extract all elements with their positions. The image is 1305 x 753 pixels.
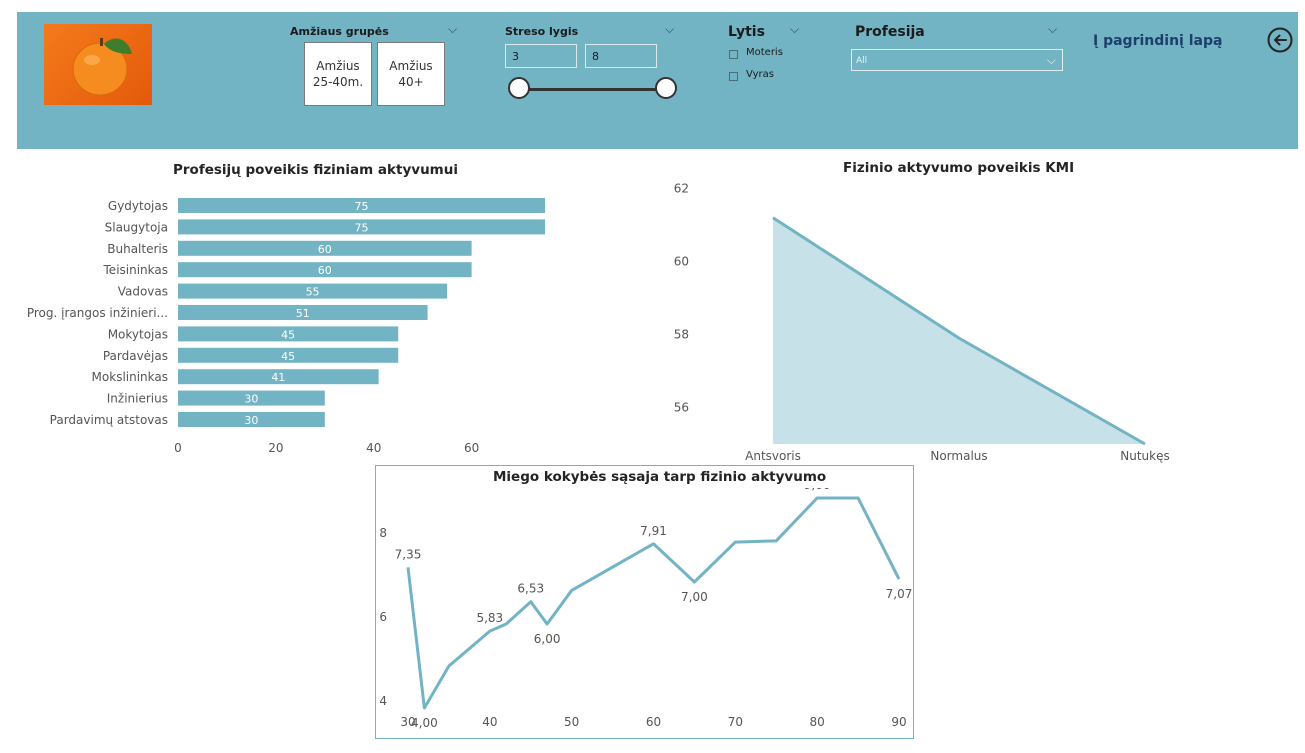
gender-moteris-checkbox[interactable] bbox=[729, 50, 738, 59]
gender-vyras-checkbox[interactable] bbox=[729, 72, 738, 81]
x-tick-label: 20 bbox=[268, 441, 283, 455]
bar-category-label: Mokytojas bbox=[108, 327, 168, 341]
y-tick-label: 58 bbox=[674, 328, 689, 342]
bar-value-label: 60 bbox=[318, 243, 332, 256]
bar-category-label: Slaugytoja bbox=[105, 220, 168, 234]
bar-value-label: 41 bbox=[271, 371, 285, 384]
bar bbox=[178, 412, 325, 427]
bar bbox=[178, 198, 545, 213]
bar-value-label: 75 bbox=[355, 200, 369, 213]
stress-slicer-title: Streso lygis bbox=[505, 25, 579, 38]
x-tick-label: 30 bbox=[400, 715, 415, 729]
x-tick-label: 80 bbox=[810, 715, 825, 729]
data-point-label: 7,00 bbox=[681, 590, 708, 604]
profession-dropdown[interactable]: All ⌵ bbox=[851, 49, 1063, 71]
x-tick-label: 40 bbox=[482, 715, 497, 729]
x-tick-label: 90 bbox=[891, 715, 906, 729]
bar-category-label: Buhalteris bbox=[107, 242, 168, 256]
profession-slicer-title: Profesija bbox=[855, 24, 925, 40]
stress-min-input[interactable]: 3 bbox=[505, 44, 577, 68]
gender-slicer-chevron-down-icon[interactable]: ⌵ bbox=[790, 22, 800, 36]
back-arrow-icon[interactable] bbox=[1267, 27, 1293, 53]
x-tick-label: 50 bbox=[564, 715, 579, 729]
bar-category-label: Prog. įrangos inžinieri... bbox=[27, 306, 168, 320]
bar bbox=[178, 390, 325, 406]
area-fill bbox=[773, 217, 1145, 444]
age-slicer-chevron-down-icon[interactable]: ⌵ bbox=[448, 22, 458, 36]
stress-max-input[interactable]: 8 bbox=[585, 44, 657, 68]
line-chart-title: Miego kokybės sąsaja tarp fizinio aktyvu… bbox=[493, 469, 827, 485]
y-tick-label: 56 bbox=[674, 401, 689, 415]
bmi-area-chart: 62 60 58 56 Antsvoris Normalus Nutukęs bbox=[674, 182, 1170, 464]
profession-slicer-chevron-down-icon[interactable]: ⌵ bbox=[1048, 22, 1058, 36]
y-tick-label: 8 bbox=[379, 526, 387, 540]
y-tick-label: 6 bbox=[379, 610, 387, 624]
gender-vyras-label: Vyras bbox=[746, 69, 774, 80]
bar bbox=[178, 262, 472, 278]
x-category-label: Normalus bbox=[930, 449, 987, 463]
data-point-label: 7,91 bbox=[640, 524, 667, 538]
data-point-label: 6,53 bbox=[517, 582, 544, 596]
bar-value-label: 30 bbox=[244, 414, 258, 427]
bar-value-label: 45 bbox=[281, 350, 295, 363]
x-tick-label: 60 bbox=[646, 715, 661, 729]
x-tick-label: 40 bbox=[366, 441, 381, 455]
bar bbox=[178, 326, 399, 342]
logo-image bbox=[44, 24, 152, 105]
orange-fruit-icon bbox=[72, 38, 132, 96]
data-point-label: 7,35 bbox=[395, 547, 422, 561]
profession-dropdown-value: All bbox=[856, 56, 868, 66]
x-tick-label: 0 bbox=[174, 441, 182, 455]
stress-slicer-chevron-down-icon[interactable]: ⌵ bbox=[665, 22, 675, 36]
bar-value-label: 30 bbox=[244, 393, 258, 406]
data-point-label: 7,07 bbox=[886, 587, 913, 601]
data-point-label: 6,00 bbox=[534, 632, 561, 646]
area-line bbox=[772, 216, 1146, 446]
y-tick-label: 4 bbox=[379, 694, 387, 708]
home-page-link[interactable]: Į pagrindinį lapą bbox=[1093, 33, 1223, 49]
data-point-label: 9,00 bbox=[804, 488, 831, 492]
bar-value-label: 45 bbox=[281, 328, 295, 341]
age-option-25-40-button[interactable]: Amžius 25-40m. bbox=[304, 42, 372, 106]
bar-value-label: 75 bbox=[355, 221, 369, 234]
bar-category-label: Pardavimų atstovas bbox=[50, 413, 168, 427]
bar bbox=[178, 347, 399, 363]
bar-category-label: Vadovas bbox=[118, 285, 168, 299]
bar-value-label: 60 bbox=[318, 264, 332, 277]
sleep-chart-container bbox=[375, 465, 914, 739]
bar bbox=[178, 283, 448, 299]
bar-category-label: Inžinierius bbox=[107, 392, 168, 406]
bar bbox=[178, 369, 379, 385]
bar bbox=[178, 305, 428, 320]
bar-category-label: Mokslininkas bbox=[92, 370, 168, 384]
series-line bbox=[406, 496, 901, 710]
sleep-line-chart: 8 6 4 30 40 50 60 70 80 90 7,35 4,00 5,83 6,53 6,00 7,9… bbox=[379, 488, 913, 730]
gender-slicer-title: Lytis bbox=[728, 24, 765, 40]
x-category-label: Antsvoris bbox=[745, 449, 801, 463]
bar bbox=[178, 219, 545, 235]
stress-slider-track[interactable] bbox=[522, 88, 668, 91]
data-point-label: 5,83 bbox=[476, 611, 503, 625]
stress-slider-min-handle[interactable] bbox=[508, 77, 530, 99]
y-tick-label: 62 bbox=[674, 182, 689, 196]
profession-bar-chart: Gydytojas 75 Slaugytoja 75 Buhalteris 60 Teisi… bbox=[27, 198, 545, 455]
y-tick-label: 60 bbox=[674, 255, 689, 269]
age-option-40plus-button[interactable]: Amžius 40+ bbox=[377, 42, 445, 106]
bar-category-label: Gydytojas bbox=[108, 199, 168, 213]
bar bbox=[178, 240, 472, 256]
gender-moteris-label: Moteris bbox=[746, 47, 783, 58]
bar-chart-title: Profesijų poveikis fiziniam aktyvumui bbox=[173, 162, 458, 178]
x-category-label: Nutukęs bbox=[1120, 449, 1169, 463]
data-point-label: 4,00 bbox=[411, 716, 438, 730]
bar-value-label: 51 bbox=[296, 307, 310, 320]
bar-category-label: Teisininkas bbox=[103, 263, 168, 277]
profession-dropdown-chevron-down-icon: ⌵ bbox=[1046, 53, 1056, 67]
bar-category-label: Pardavėjas bbox=[103, 349, 168, 363]
x-tick-label: 60 bbox=[464, 441, 479, 455]
x-tick-label: 70 bbox=[728, 715, 743, 729]
stress-slider-max-handle[interactable] bbox=[655, 77, 677, 99]
area-chart-title: Fizinio aktyvumo poveikis KMI bbox=[843, 160, 1075, 176]
bar-value-label: 55 bbox=[306, 286, 320, 299]
age-slicer-title: Amžiaus grupės bbox=[290, 25, 389, 38]
